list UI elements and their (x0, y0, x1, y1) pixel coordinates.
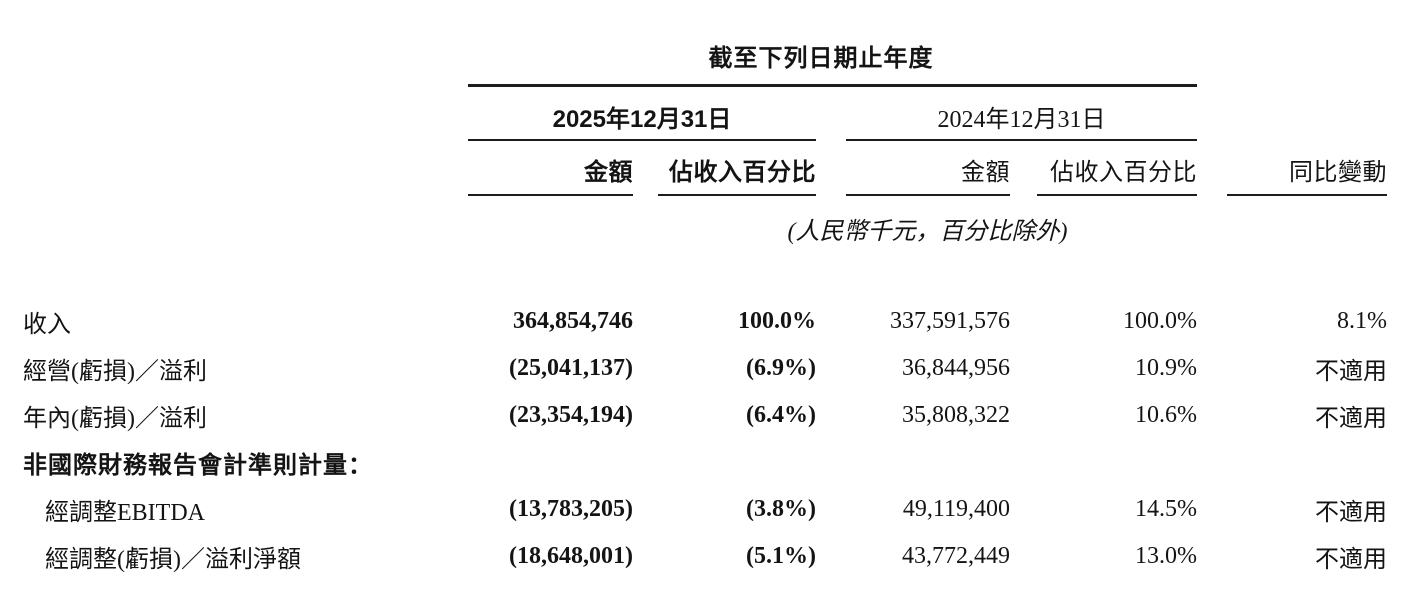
amount-2025-cell: (23,354,194) (509, 402, 633, 428)
table-row: 收入 364,854,746 100.0% 337,591,576 100.0%… (0, 298, 1406, 345)
row-label: 經調整EBITDA (45, 500, 205, 526)
amount-2025-cell: 364,854,746 (513, 308, 633, 334)
period-header-2025: 2025年12月31日 (468, 84, 816, 141)
currency-unit-note-row: (人民幣千元，百分比除外) (0, 196, 1406, 248)
header-top-rule (468, 72, 1197, 87)
yoy-cell: 不適用 (1315, 406, 1387, 432)
currency-unit-note: (人民幣千元，百分比除外) (787, 219, 1068, 245)
amount-2024-cell: 36,844,956 (902, 355, 1010, 381)
row-label: 經調整(虧損)／溢利淨額 (45, 547, 301, 573)
section-gap (0, 248, 1406, 298)
yoy-cell: 不適用 (1315, 359, 1387, 385)
pct-2025-cell: (6.9%) (746, 355, 816, 381)
pct-2024-cell: 100.0% (1123, 308, 1197, 334)
table-row: 經營(虧損)／溢利 (25,041,137) (6.9%) 36,844,956… (0, 345, 1406, 392)
pct-2024-cell: 10.6% (1135, 402, 1197, 428)
pct-2025-cell: 100.0% (738, 308, 816, 334)
amount-2025-cell: (13,783,205) (509, 496, 633, 522)
yoy-cell (1197, 439, 1387, 486)
col-header-pct-2024: 佔收入百分比 (1037, 141, 1197, 196)
pct-2024-cell: 14.5% (1135, 496, 1197, 522)
pct-2025-cell (633, 439, 816, 486)
col-header-pct-2025: 佔收入百分比 (658, 141, 816, 196)
row-label: 非國際財務報告會計準則計量： (23, 452, 373, 479)
table-row: 經調整EBITDA (13,783,205) (3.8%) 49,119,400… (0, 486, 1406, 533)
yoy-cell: 不適用 (1315, 547, 1387, 573)
amount-2025-cell (445, 439, 633, 486)
table-row: 非國際財務報告會計準則計量： (0, 439, 1406, 486)
table-row: 年內(虧損)／溢利 (23,354,194) (6.4%) 35,808,322… (0, 392, 1406, 439)
period-header-2024: 2024年12月31日 (846, 84, 1197, 141)
pct-2025-cell: (3.8%) (746, 496, 816, 522)
yoy-cell: 不適用 (1315, 500, 1387, 526)
yoy-cell: 8.1% (1337, 308, 1387, 334)
amount-2025-cell: (18,648,001) (509, 543, 633, 569)
amount-2024-cell: 49,119,400 (902, 496, 1010, 522)
top-spacer (0, 0, 1406, 38)
table-title: 截至下列日期止年度 (708, 45, 934, 72)
row-label: 收入 (23, 312, 71, 338)
period-header-row: 2025年12月31日 2024年12月31日 (0, 84, 1406, 141)
amount-2024-cell (816, 439, 1010, 486)
pct-2024-cell: 10.9% (1135, 355, 1197, 381)
pct-2024-cell (1010, 439, 1197, 486)
row-label: 年內(虧損)／溢利 (23, 406, 207, 432)
pct-2025-cell: (5.1%) (746, 543, 816, 569)
col-header-amount-2025: 金額 (468, 141, 633, 196)
row-label: 經營(虧損)／溢利 (23, 359, 207, 385)
header-top-rule-row (0, 72, 1406, 87)
col-header-yoy: 同比變動 (1227, 141, 1387, 196)
amount-2025-cell: (25,041,137) (509, 355, 633, 381)
amount-2024-cell: 35,808,322 (902, 402, 1010, 428)
table-title-row: 截至下列日期止年度 (0, 38, 1406, 72)
col-header-amount-2024: 金額 (846, 141, 1010, 196)
amount-2024-cell: 43,772,449 (902, 543, 1010, 569)
table-row: 經調整(虧損)／溢利淨額 (18,648,001) (5.1%) 43,772,… (0, 533, 1406, 580)
column-header-row: 金額 佔收入百分比 金額 佔收入百分比 同比變動 (0, 141, 1406, 196)
pct-2024-cell: 13.0% (1135, 543, 1197, 569)
pct-2025-cell: (6.4%) (746, 402, 816, 428)
table-body: 收入 364,854,746 100.0% 337,591,576 100.0%… (0, 298, 1406, 580)
amount-2024-cell: 337,591,576 (890, 308, 1010, 334)
